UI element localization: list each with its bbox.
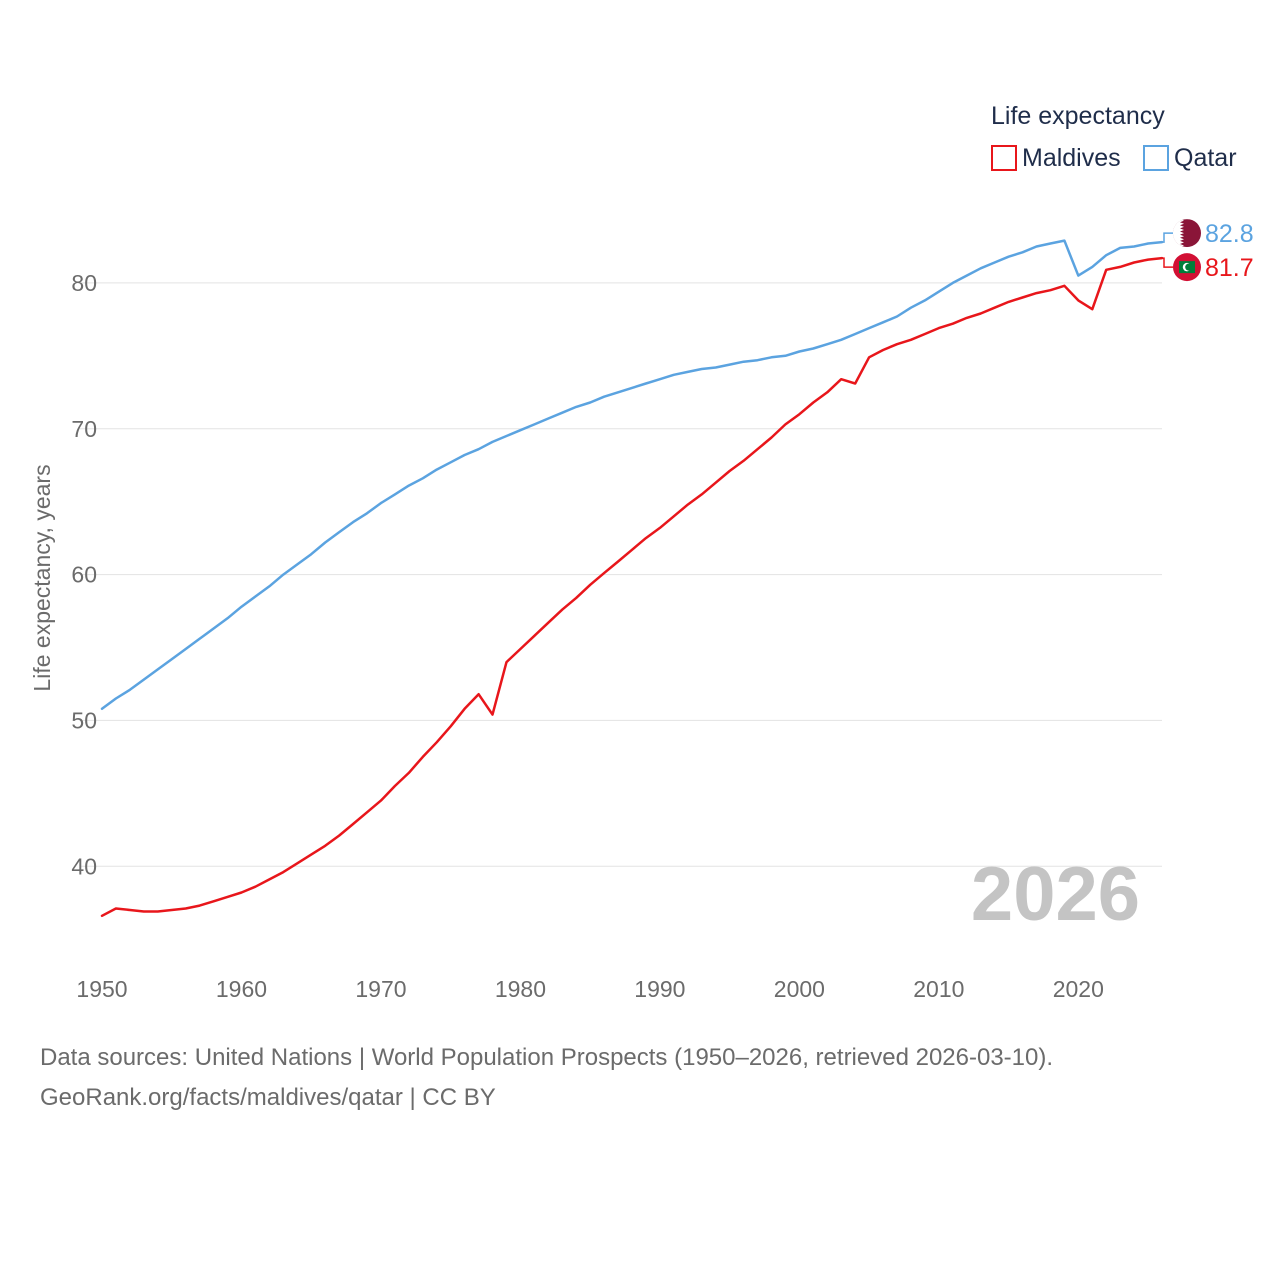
- series-line-maldives: [100, 256, 1164, 918]
- y-tick-label-50: 50: [71, 707, 97, 733]
- legend-swatch-qatar: [1143, 145, 1169, 171]
- y-tick-label-70: 70: [71, 416, 97, 442]
- series-line-qatar: [100, 239, 1164, 711]
- qatar-flag-icon: [1173, 219, 1201, 248]
- legend-swatch-maldives: [991, 145, 1017, 171]
- end-markers: 81.7 82.8: [1162, 219, 1254, 282]
- legend-label-maldives: Maldives: [1022, 144, 1121, 172]
- series-lines: [100, 239, 1164, 918]
- x-tick-label-1960: 1960: [216, 976, 267, 1002]
- y-axis-title: Life expectancy, years: [29, 464, 55, 691]
- end-connector-maldives: [1162, 257, 1173, 268]
- current-year-watermark: 2026: [971, 852, 1140, 937]
- y-tick-label-80: 80: [71, 270, 97, 296]
- end-connector-qatar: [1162, 232, 1173, 243]
- y-axis-ticks: 40 50 60 70 80: [71, 270, 97, 879]
- x-tick-label-1990: 1990: [634, 976, 685, 1002]
- end-value-label-maldives: 81.7: [1205, 254, 1254, 282]
- end-value-label-qatar: 82.8: [1205, 220, 1254, 248]
- maldives-flag-icon: [1173, 253, 1201, 282]
- x-axis-ticks: 1950 1960 1970 1980 1990 2000 2010 2020: [76, 976, 1103, 1002]
- credit-note: GeoRank.org/facts/maldives/qatar | CC BY: [40, 1084, 496, 1111]
- legend-item-qatar[interactable]: Qatar: [1143, 144, 1237, 172]
- y-tick-label-60: 60: [71, 562, 97, 588]
- y-tick-label-40: 40: [71, 853, 97, 879]
- legend-item-maldives[interactable]: Maldives: [991, 144, 1121, 172]
- data-source-note: Data sources: United Nations | World Pop…: [40, 1044, 1054, 1071]
- legend-label-qatar: Qatar: [1174, 144, 1237, 172]
- x-tick-label-1950: 1950: [76, 976, 127, 1002]
- x-tick-label-2000: 2000: [774, 976, 825, 1002]
- grid-lines: [80, 282, 1162, 867]
- x-tick-label-2020: 2020: [1053, 976, 1104, 1002]
- x-tick-label-1970: 1970: [355, 976, 406, 1002]
- legend-title: Life expectancy: [991, 102, 1165, 130]
- legend: Life expectancy Maldives Qatar: [991, 102, 1237, 172]
- x-tick-label-2010: 2010: [913, 976, 964, 1002]
- x-tick-label-1980: 1980: [495, 976, 546, 1002]
